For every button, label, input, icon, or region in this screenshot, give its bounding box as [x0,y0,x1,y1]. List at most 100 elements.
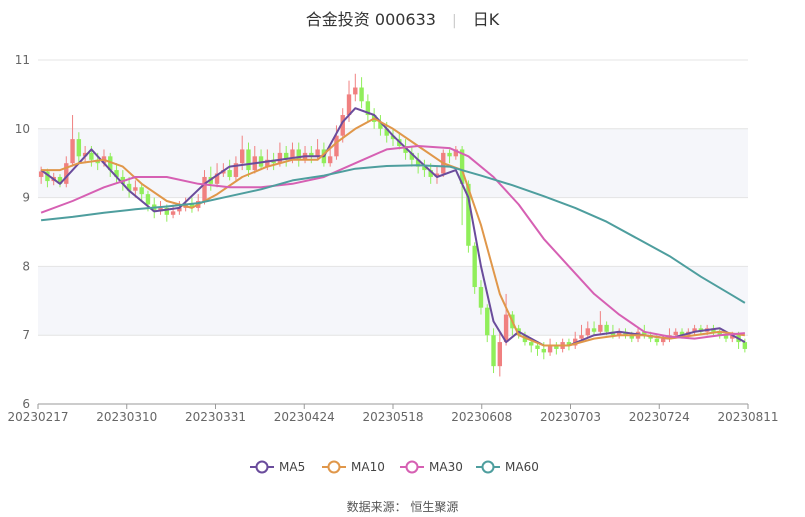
legend-label: MA10 [351,460,385,474]
candle-body [240,149,245,164]
candle-body [616,331,622,336]
candle [64,156,69,188]
candle-body [89,152,94,160]
legend-label: MA5 [279,460,305,474]
candle-body [327,156,333,164]
candle [233,156,239,181]
legend-marker-icon [481,460,495,474]
legend-label: MA60 [505,460,539,474]
ma-lines [40,107,746,347]
candle-body [384,128,389,136]
legend-item-ma10[interactable]: MA10 [322,460,385,474]
candle-body [202,176,207,202]
candle-body [246,149,251,171]
candle [598,311,603,336]
candle-body [403,146,408,153]
candle-body [265,159,270,167]
candle [378,115,383,136]
candle-body [145,194,151,205]
candle [547,338,553,356]
candle-body [177,207,182,212]
chart-title-main: 合金投资 000633 [305,10,436,29]
gridlines [38,59,748,405]
candle-body [485,307,490,336]
candle [472,242,477,294]
candle-body [359,87,364,102]
x-tick-label: 20230724 [629,410,690,424]
legend-marker-icon [255,460,269,474]
candle-body [353,87,358,95]
candle-body [415,159,421,167]
candle-body [309,152,314,157]
candle-body [76,139,82,157]
candle [202,170,207,205]
x-tick-label: 20230518 [362,410,423,424]
source-label: 数据来源： [346,500,407,514]
candle [422,159,427,177]
chart-title: 合金投资 000633 | 日K [0,6,805,30]
candle [453,146,459,160]
candle [478,280,484,315]
candle-body [283,152,289,160]
y-tick-label: 7 [22,328,30,342]
candle [139,183,144,202]
candle [585,321,590,339]
legend-label: MA30 [429,460,463,474]
plot-bands [38,128,748,336]
candle [497,331,503,377]
legend-item-ma60[interactable]: MA60 [476,460,539,474]
candle-body [692,328,697,332]
candle [409,146,415,167]
candle [616,328,622,339]
candle-body [45,171,50,182]
series-line-ma60 [40,164,746,304]
candle-body [585,328,590,336]
axes: 6 7 8 9 10 11 20230217 20230310 20230331 20230424… [7,53,778,424]
candle-body [478,287,484,308]
candle-body [290,149,295,160]
candle-body [340,115,345,136]
legend-item-ma30[interactable]: MA30 [400,460,463,474]
candle [57,174,63,188]
candle [466,180,471,253]
candle [45,168,50,188]
candle [296,142,301,167]
candle [591,321,597,336]
series-line-ma10 [41,117,746,347]
candle-body [296,149,301,160]
candle-body [459,149,465,184]
candle [246,142,251,177]
candle [359,77,364,109]
candle [447,149,452,164]
y-tick-label: 6 [22,397,30,411]
source-value: 恒生聚源 [410,500,459,514]
candle-body [579,335,584,339]
series-line-ma5 [40,107,746,347]
candle-body [434,173,440,177]
candle-body [214,173,220,184]
x-tick-label: 20230703 [540,410,601,424]
candle-body [390,135,396,140]
title-separator: | [451,13,457,29]
candle-body [70,139,75,164]
candle-body [365,101,371,116]
candle [108,152,113,177]
candle-body [164,207,170,215]
candle [535,342,540,356]
legend-marker-icon [327,460,341,474]
candle-body [730,335,735,339]
candle [579,324,584,343]
data-source: 数据来源： 恒生聚源 [0,498,805,515]
candle [415,152,421,174]
candle [434,166,440,184]
candle-body [277,152,283,164]
candle-body [604,324,609,332]
candle-body [472,245,477,288]
candle-body [529,342,534,346]
candle-body [742,342,748,349]
candle [742,338,748,353]
legend-item-ma5[interactable]: MA5 [250,460,305,474]
candle-body [453,149,459,157]
candle-body [133,187,138,191]
candle [717,328,722,339]
